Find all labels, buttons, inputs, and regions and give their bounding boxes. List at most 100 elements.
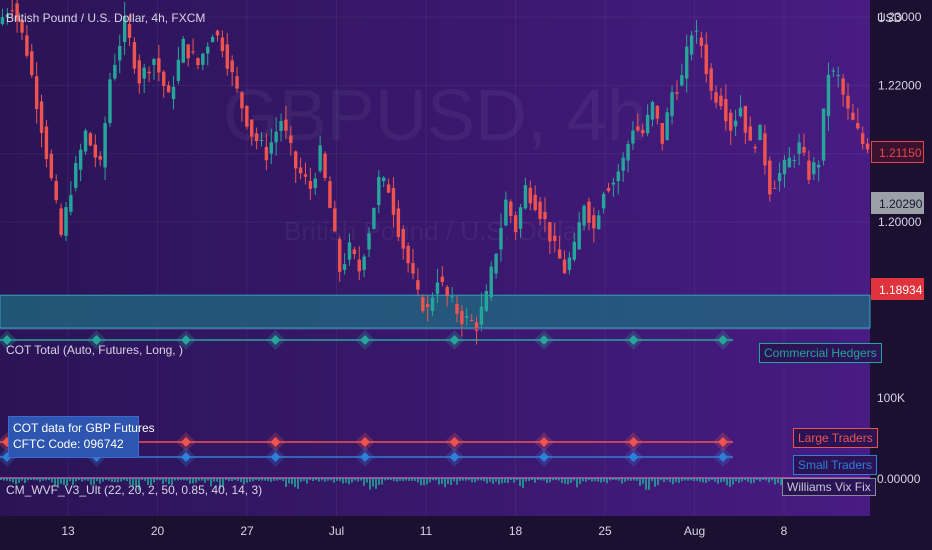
candle-body [631, 130, 635, 144]
wvf-bar [33, 478, 35, 481]
candle-body [166, 85, 171, 93]
cot-marker [628, 452, 639, 462]
candle-body [220, 37, 225, 52]
symbol-title[interactable]: British Pound / U.S. Dollar, 4h, FXCM [6, 11, 206, 25]
wvf-bar [222, 478, 224, 487]
candle-body [445, 287, 449, 296]
wvf-bar [363, 478, 365, 486]
wvf-bar [762, 478, 764, 481]
wvf-bar [585, 478, 587, 482]
candle-body [860, 133, 865, 145]
candle-body [118, 46, 122, 61]
candle-body [137, 60, 142, 84]
wvf-bar [27, 478, 29, 481]
wvf-bar [669, 478, 671, 483]
candle-body [337, 239, 342, 272]
wvf-bar [456, 478, 458, 485]
wvf-bar [12, 478, 14, 483]
candle-body [719, 95, 723, 107]
candle-body [728, 112, 733, 131]
candle-body [821, 108, 826, 161]
wvf-bar [21, 478, 23, 481]
candle-body [406, 246, 410, 264]
candle-body [98, 156, 102, 160]
wvf-bar [552, 478, 554, 481]
wvf-bar [267, 478, 269, 481]
candle-body [210, 36, 215, 43]
wvf-panel-title[interactable]: CM_WVF_V3_Ult (22, 20, 2, 50, 0.85, 40, … [6, 483, 263, 497]
candle-body [592, 215, 596, 229]
wvf-axis-tick: 0.00000 [877, 472, 921, 486]
wvf-bar [291, 478, 293, 485]
wvf-bar [243, 478, 245, 485]
candle-body [650, 102, 655, 120]
candle-body [0, 17, 5, 24]
candle-body [430, 297, 435, 311]
candle-body [352, 249, 357, 255]
candle-body [768, 160, 772, 195]
candle-body [391, 187, 396, 215]
time-tick-label: 25 [598, 524, 612, 538]
wvf-bar [759, 478, 761, 482]
wvf-bar [183, 478, 185, 481]
candle-body [665, 112, 669, 141]
wvf-bar [699, 478, 701, 482]
wvf-bar [303, 478, 305, 481]
wvf-bar [765, 478, 767, 481]
wvf-bar [546, 478, 548, 484]
wvf-bar [387, 478, 389, 481]
wvf-bar [702, 478, 704, 483]
wvf-bar [681, 478, 683, 482]
watermark: GBPUSD, 4h British Pound / U.S. Dollar [223, 76, 647, 246]
wvf-bar [159, 478, 161, 481]
wvf-bar [483, 478, 485, 482]
wvf-bar [165, 478, 167, 482]
wvf-bar [645, 478, 647, 490]
wvf-bar [504, 478, 506, 483]
wvf-bar [354, 478, 356, 481]
wvf-bar [228, 478, 230, 481]
candle-body [685, 46, 689, 79]
wvf-bar [636, 478, 638, 481]
wvf-bar [462, 478, 464, 481]
wvf-bar [282, 478, 284, 482]
wvf-bar [129, 478, 131, 485]
wvf-bar [57, 478, 59, 488]
wvf-bar [318, 478, 320, 482]
candle-body [621, 157, 625, 171]
cot-panel-title[interactable]: COT Total (Auto, Futures, Long, ) [6, 343, 183, 357]
wvf-bar [216, 478, 218, 482]
wvf-bar [219, 478, 221, 489]
wvf-bar [474, 478, 476, 483]
price-tick-label: 1.20000 [878, 215, 922, 229]
time-axis-bg [0, 516, 932, 550]
wvf-bar [507, 478, 509, 483]
candle-body [562, 259, 567, 274]
wvf-bar [768, 478, 770, 483]
candle-body [235, 76, 239, 89]
candle-body [240, 92, 244, 109]
candle-body [108, 79, 112, 123]
candle-body [826, 74, 831, 117]
time-axis-ticks: 13 20 27 Jul 11 18 25 Aug 8 [61, 524, 787, 538]
wvf-bar [30, 478, 32, 481]
wvf-bar [600, 478, 602, 483]
wvf-bar [633, 478, 635, 481]
candle-body [59, 208, 63, 235]
time-tick-label: Aug [684, 524, 705, 538]
wvf-bar [639, 478, 641, 486]
wvf-bar [777, 478, 779, 484]
candle-body [865, 143, 870, 150]
candle-body [782, 159, 787, 175]
wvf-bar [126, 478, 128, 482]
wvf-bar [111, 478, 113, 483]
wvf-bar [453, 478, 455, 482]
wvf-bar [606, 478, 608, 484]
wvf-bar [144, 478, 146, 481]
wvf-bar [579, 478, 581, 484]
wvf-bar [135, 478, 137, 487]
wvf-bar [273, 478, 275, 481]
wvf-bar [393, 478, 395, 482]
wvf-bar [438, 478, 440, 485]
